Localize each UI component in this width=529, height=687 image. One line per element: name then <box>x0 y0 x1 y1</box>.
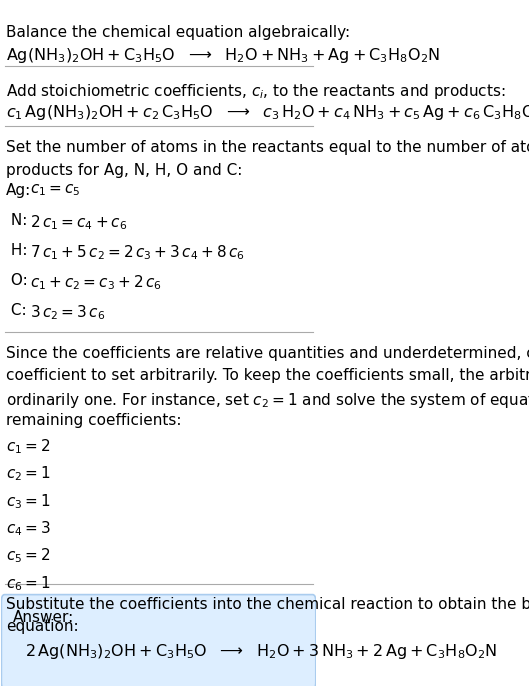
Text: coefficient to set arbitrarily. To keep the coefficients small, the arbitrary va: coefficient to set arbitrarily. To keep … <box>6 368 529 383</box>
Text: Balance the chemical equation algebraically:: Balance the chemical equation algebraica… <box>6 25 350 41</box>
FancyBboxPatch shape <box>2 595 316 687</box>
Text: O:: O: <box>6 273 28 288</box>
Text: Answer:: Answer: <box>12 609 74 624</box>
Text: $\mathrm{Ag(NH_3)_2OH + C_3H_5O\ \ \longrightarrow\ \ H_2O + NH_3 + Ag + C_3H_8O: $\mathrm{Ag(NH_3)_2OH + C_3H_5O\ \ \long… <box>6 46 440 65</box>
Text: $c_1 = c_5$: $c_1 = c_5$ <box>30 183 80 199</box>
Text: Ag:: Ag: <box>6 183 31 198</box>
Text: $2\,c_1 = c_4 + c_6$: $2\,c_1 = c_4 + c_6$ <box>30 213 127 232</box>
Text: remaining coefficients:: remaining coefficients: <box>6 414 181 428</box>
Text: ordinarily one. For instance, set $c_2 = 1$ and solve the system of equations fo: ordinarily one. For instance, set $c_2 =… <box>6 391 529 409</box>
Text: $c_1\,\mathrm{Ag(NH_3)_2OH} + c_2\,\mathrm{C_3H_5O}\ \ \longrightarrow\ \ c_3\,\: $c_1\,\mathrm{Ag(NH_3)_2OH} + c_2\,\math… <box>6 102 529 122</box>
Text: $c_4 = 3$: $c_4 = 3$ <box>6 519 51 538</box>
Text: $c_6 = 1$: $c_6 = 1$ <box>6 574 51 593</box>
Text: Add stoichiometric coefficients, $c_i$, to the reactants and products:: Add stoichiometric coefficients, $c_i$, … <box>6 82 506 101</box>
Text: Set the number of atoms in the reactants equal to the number of atoms in the: Set the number of atoms in the reactants… <box>6 140 529 155</box>
Text: $c_1 = 2$: $c_1 = 2$ <box>6 437 51 456</box>
Text: $c_1 + c_2 = c_3 + 2\,c_6$: $c_1 + c_2 = c_3 + 2\,c_6$ <box>30 273 161 292</box>
Text: Since the coefficients are relative quantities and underdetermined, choose a: Since the coefficients are relative quan… <box>6 346 529 361</box>
Text: $c_5 = 2$: $c_5 = 2$ <box>6 547 51 565</box>
Text: N:: N: <box>6 213 28 228</box>
Text: $2\,\mathrm{Ag(NH_3)_2OH + C_3H_5O\ \ \longrightarrow\ \ H_2O + 3\,NH_3 + 2\,Ag : $2\,\mathrm{Ag(NH_3)_2OH + C_3H_5O\ \ \l… <box>25 642 497 661</box>
Text: H:: H: <box>6 243 28 258</box>
Text: $c_3 = 1$: $c_3 = 1$ <box>6 492 51 510</box>
Text: products for Ag, N, H, O and C:: products for Ag, N, H, O and C: <box>6 163 242 178</box>
Text: Substitute the coefficients into the chemical reaction to obtain the balanced: Substitute the coefficients into the che… <box>6 597 529 611</box>
Text: $3\,c_2 = 3\,c_6$: $3\,c_2 = 3\,c_6$ <box>30 303 105 322</box>
Text: equation:: equation: <box>6 619 79 634</box>
Text: C:: C: <box>6 303 27 318</box>
Text: $7\,c_1 + 5\,c_2 = 2\,c_3 + 3\,c_4 + 8\,c_6$: $7\,c_1 + 5\,c_2 = 2\,c_3 + 3\,c_4 + 8\,… <box>30 243 244 262</box>
Text: $c_2 = 1$: $c_2 = 1$ <box>6 464 51 484</box>
